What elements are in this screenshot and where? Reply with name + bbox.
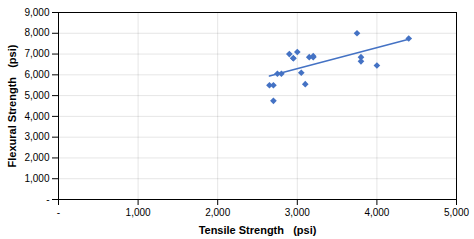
svg-text:7,000: 7,000 [24, 48, 49, 59]
svg-text:1,000: 1,000 [24, 173, 49, 184]
svg-text:5,000: 5,000 [444, 207, 469, 218]
svg-text:4,000: 4,000 [24, 111, 49, 122]
svg-text:Tensile Strength (psi): Tensile Strength (psi) [199, 224, 317, 236]
svg-text:5,000: 5,000 [24, 90, 49, 101]
svg-text:2,000: 2,000 [205, 207, 230, 218]
svg-text:4,000: 4,000 [364, 207, 389, 218]
svg-text:8,000: 8,000 [24, 27, 49, 38]
svg-text:1,000: 1,000 [126, 207, 151, 218]
svg-text:2,000: 2,000 [24, 152, 49, 163]
svg-text:6,000: 6,000 [24, 69, 49, 80]
svg-text:Flexural Strength (psi): Flexural Strength (psi) [6, 44, 18, 167]
svg-text:-: - [57, 207, 60, 218]
svg-text:9,000: 9,000 [24, 7, 49, 18]
svg-text:3,000: 3,000 [285, 207, 310, 218]
svg-text:-: - [46, 194, 49, 205]
svg-text:3,000: 3,000 [24, 131, 49, 142]
